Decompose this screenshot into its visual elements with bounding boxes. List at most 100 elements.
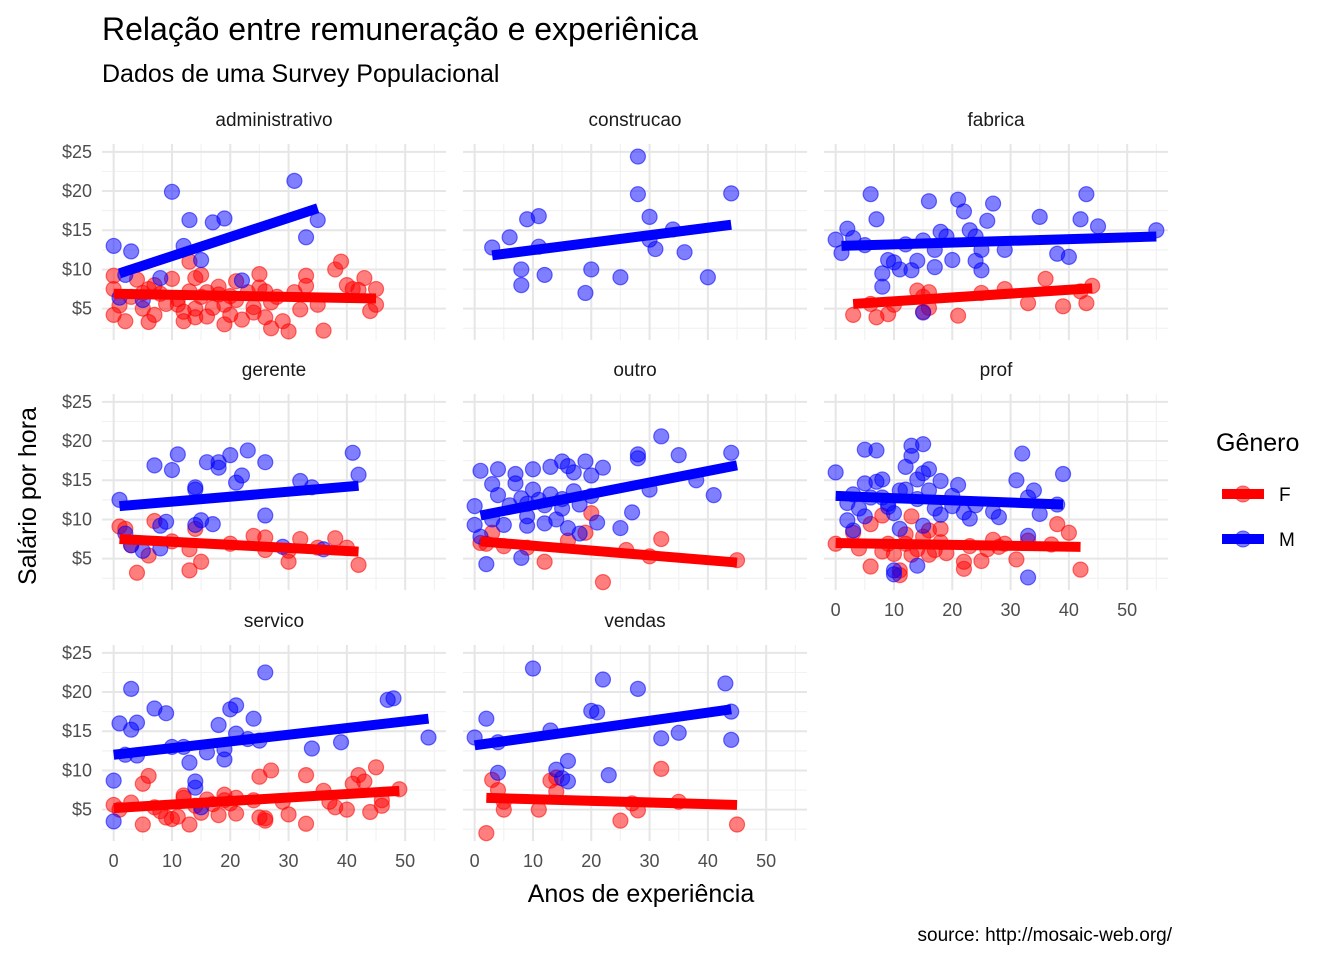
facet-label: gerente bbox=[242, 360, 306, 381]
x-tick-label: 50 bbox=[1117, 600, 1137, 620]
data-point-F bbox=[181, 562, 198, 579]
data-point-M bbox=[827, 464, 844, 481]
data-point-M bbox=[932, 472, 949, 490]
data-point-F bbox=[1060, 524, 1077, 541]
data-point-M bbox=[699, 269, 716, 286]
data-point-F bbox=[356, 269, 373, 287]
data-point-M bbox=[344, 444, 361, 461]
trend-line-M bbox=[841, 231, 1157, 251]
trend-line-F bbox=[119, 534, 359, 557]
data-point-M bbox=[193, 251, 210, 269]
data-point-M bbox=[600, 767, 617, 784]
data-point-M bbox=[1014, 445, 1031, 462]
data-point-M bbox=[257, 454, 274, 471]
chart-title: Relação entre remuneração e experiênica bbox=[102, 11, 698, 47]
data-point-M bbox=[717, 675, 734, 692]
data-point-M bbox=[920, 461, 938, 478]
data-point-F bbox=[297, 267, 315, 284]
data-point-M bbox=[513, 261, 530, 278]
data-point-M bbox=[152, 269, 169, 287]
y-tick-label: $10 bbox=[62, 760, 92, 780]
trend-line-M bbox=[835, 490, 1064, 510]
data-point-M bbox=[495, 516, 512, 534]
data-point-M bbox=[1054, 465, 1072, 483]
data-point-M bbox=[705, 487, 722, 504]
data-point-M bbox=[297, 229, 315, 246]
data-point-M bbox=[163, 461, 181, 479]
facet-label: prof bbox=[980, 360, 1013, 381]
data-point-M bbox=[303, 740, 320, 757]
data-point-M bbox=[932, 506, 949, 523]
x-tick-label: 0 bbox=[470, 851, 480, 871]
data-point-M bbox=[489, 461, 507, 478]
data-point-F bbox=[845, 306, 862, 324]
data-point-M bbox=[158, 705, 175, 722]
x-tick-label: 30 bbox=[1001, 600, 1021, 620]
data-point-M bbox=[868, 211, 885, 228]
data-point-M bbox=[216, 751, 233, 768]
data-point-M bbox=[513, 549, 530, 566]
data-point-F bbox=[193, 266, 210, 284]
data-point-M bbox=[228, 697, 245, 714]
data-point-M bbox=[874, 278, 891, 295]
data-point-M bbox=[1060, 248, 1077, 265]
data-point-M bbox=[105, 237, 122, 255]
data-point-M bbox=[676, 244, 693, 261]
data-point-M bbox=[123, 680, 140, 698]
data-point-M bbox=[961, 510, 978, 527]
data-point-F bbox=[862, 558, 879, 575]
data-point-M bbox=[1025, 482, 1042, 499]
data-point-M bbox=[385, 690, 402, 707]
data-point-F bbox=[193, 553, 210, 570]
data-point-M bbox=[257, 664, 274, 681]
facet-panels: administrativo $5 $10 $15 $20 $25 construcao fa… bbox=[62, 110, 1168, 871]
data-point-F bbox=[181, 816, 198, 833]
trend-line-M bbox=[113, 713, 430, 760]
chart-caption: source: http://mosaic-web.org/ bbox=[918, 925, 1173, 946]
x-tick-label: 50 bbox=[395, 851, 415, 871]
data-point-M bbox=[146, 457, 163, 474]
data-point-M bbox=[507, 475, 524, 492]
data-point-M bbox=[524, 660, 542, 677]
data-point-M bbox=[565, 464, 582, 481]
data-point-F bbox=[1054, 298, 1072, 315]
data-point-F bbox=[262, 762, 280, 779]
facet-label: vendas bbox=[604, 611, 665, 632]
data-point-F bbox=[356, 773, 373, 790]
x-axis-title: Anos de experiência bbox=[528, 880, 755, 908]
data-point-M bbox=[478, 556, 495, 573]
y-tick-label: $15 bbox=[62, 470, 92, 490]
data-point-M bbox=[862, 186, 879, 203]
data-point-M bbox=[990, 508, 1008, 526]
data-point-M bbox=[536, 266, 553, 284]
data-point-M bbox=[181, 754, 198, 771]
trend-line-M bbox=[491, 219, 732, 261]
x-tick-label: 0 bbox=[109, 851, 119, 871]
data-point-M bbox=[350, 466, 367, 483]
data-point-M bbox=[216, 210, 233, 227]
data-point-F bbox=[932, 520, 949, 537]
data-point-M bbox=[222, 447, 239, 464]
data-point-M bbox=[286, 172, 303, 189]
data-point-M bbox=[1031, 208, 1048, 226]
x-tick-label: 10 bbox=[884, 600, 904, 620]
data-point-M bbox=[158, 513, 175, 530]
data-point-M bbox=[723, 185, 740, 202]
x-tick-label: 20 bbox=[581, 851, 601, 871]
data-point-M bbox=[105, 813, 122, 830]
legend: Gênero F M bbox=[1216, 429, 1299, 551]
trend-line-F bbox=[835, 537, 1081, 552]
panel-prof: prof 0 10 20 30 40 50 bbox=[824, 360, 1168, 620]
trend-line-F bbox=[113, 288, 377, 304]
data-point-M bbox=[723, 444, 740, 461]
data-point-F bbox=[728, 816, 746, 833]
data-point-F bbox=[257, 812, 274, 829]
data-point-M bbox=[629, 186, 647, 203]
data-point-F bbox=[653, 760, 670, 777]
facet-label: administrativo bbox=[215, 110, 332, 131]
data-point-F bbox=[128, 564, 146, 581]
data-point-M bbox=[944, 251, 961, 269]
panel-vendas: vendas 0 10 20 30 40 50 bbox=[463, 611, 807, 871]
data-point-F bbox=[536, 553, 553, 570]
trend-line-M bbox=[117, 203, 320, 279]
